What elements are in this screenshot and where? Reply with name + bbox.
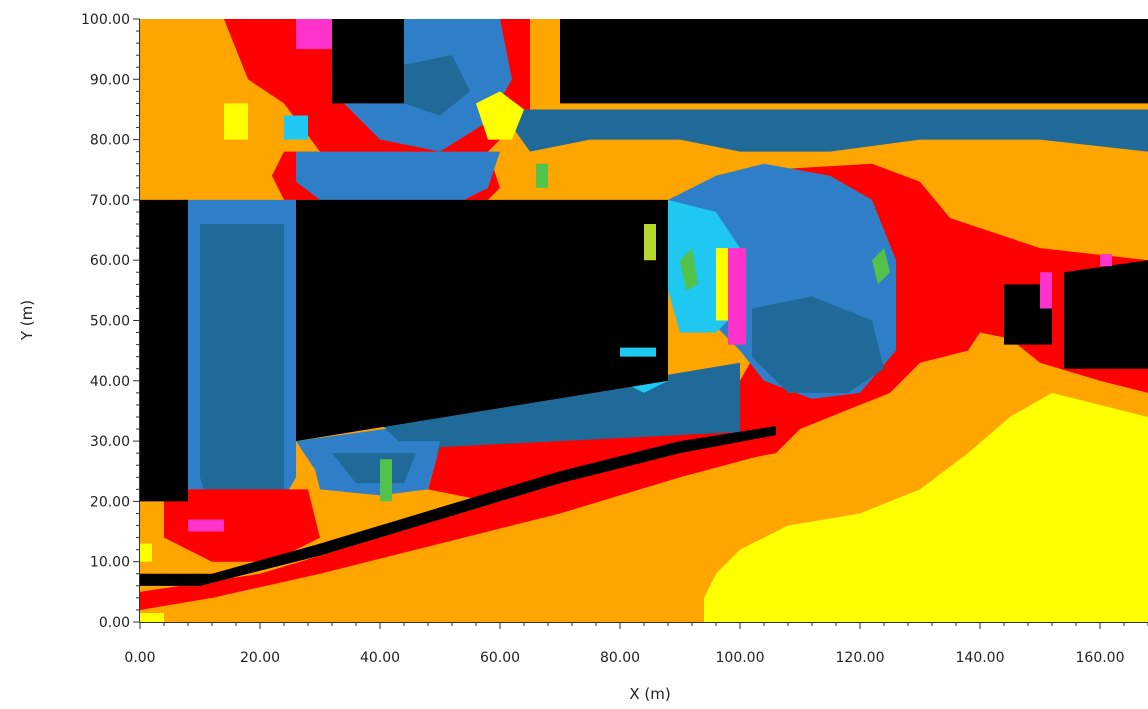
region-magenta (296, 19, 332, 50)
x-tick-label: 20.00 (240, 650, 280, 666)
plot-area (140, 19, 1148, 622)
region-yellow (476, 91, 524, 140)
region-lime (644, 224, 656, 261)
y-tick-label: 60.00 (90, 253, 130, 269)
region-yellow (704, 392, 1148, 622)
region-mid_blue (296, 151, 500, 200)
region-black (140, 426, 776, 586)
x-tick-label: 100.00 (716, 650, 765, 666)
region-yellow (140, 612, 164, 622)
x-tick-label: 40.00 (360, 650, 400, 666)
region-black (140, 199, 188, 502)
y-tick-label: 100.00 (81, 12, 130, 28)
x-tick-label: 160.00 (1076, 650, 1125, 666)
region-steel_blue (752, 296, 884, 393)
region-green (380, 459, 392, 502)
y-tick-label: 20.00 (90, 494, 130, 510)
region-steel_blue (332, 453, 416, 484)
x-tick-label: 120.00 (836, 650, 885, 666)
x-tick-label: 60.00 (480, 650, 520, 666)
axes (133, 18, 1148, 629)
region-red (164, 489, 320, 562)
region-cyan (284, 115, 308, 140)
region-black (1064, 260, 1148, 369)
x-tick-label: 80.00 (600, 650, 640, 666)
region-black (560, 19, 1148, 104)
y-tick-label: 10.00 (90, 555, 130, 571)
y-tick-label: 30.00 (90, 434, 130, 450)
region-magenta (188, 519, 224, 532)
region-red (140, 435, 788, 610)
region-yellow (140, 543, 152, 562)
region-yellow (224, 103, 248, 140)
y-axis-ticks: 0.00 10.00 20.00 30.00 40.00 50.00 60.00 70.00 8… (81, 12, 130, 631)
region-cyan (620, 347, 656, 357)
region-green (872, 248, 890, 285)
region-steel_blue (392, 55, 470, 116)
region-green (536, 163, 548, 188)
x-tick-label: 140.00 (956, 650, 1005, 666)
y-tick-label: 40.00 (90, 374, 130, 390)
x-axis-ticks: 0.00 20.00 40.00 60.00 80.00 100.00 120.00 140.… (124, 650, 1124, 666)
y-tick-label: 90.00 (90, 72, 130, 88)
y-tick-label: 80.00 (90, 133, 130, 149)
region-magenta (1100, 254, 1112, 267)
y-tick-label: 50.00 (90, 314, 130, 330)
region-steel_blue (500, 109, 1148, 152)
region-magenta (728, 248, 746, 345)
region-steel_blue (200, 224, 284, 526)
region-green (680, 248, 698, 291)
x-tick-label: 0.00 (124, 650, 155, 666)
region-black (332, 19, 404, 104)
y-tick-label: 70.00 (90, 193, 130, 209)
region-black (296, 199, 668, 442)
region-yellow (716, 248, 728, 321)
y-axis-title: Y (m) (18, 300, 36, 341)
x-axis-title: X (m) (629, 685, 670, 703)
y-tick-label: 0.00 (99, 615, 130, 631)
region-magenta (1040, 272, 1052, 309)
